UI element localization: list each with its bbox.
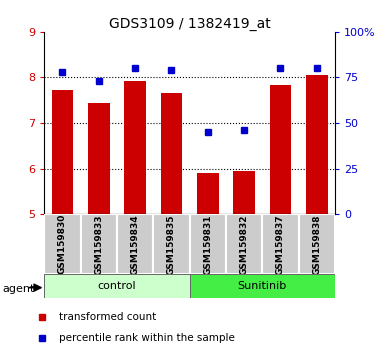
Bar bbox=[124, 81, 146, 214]
Text: agent: agent bbox=[2, 284, 34, 293]
Bar bbox=[153, 214, 189, 274]
Text: GSM159835: GSM159835 bbox=[167, 214, 176, 274]
Title: GDS3109 / 1382419_at: GDS3109 / 1382419_at bbox=[109, 17, 271, 31]
Text: control: control bbox=[98, 281, 136, 291]
Bar bbox=[117, 214, 153, 274]
Bar bbox=[233, 171, 255, 214]
Text: GSM159833: GSM159833 bbox=[94, 214, 103, 274]
Text: Sunitinib: Sunitinib bbox=[238, 281, 287, 291]
Text: GSM159837: GSM159837 bbox=[276, 214, 285, 275]
Text: GSM159838: GSM159838 bbox=[312, 214, 321, 274]
Text: GSM159834: GSM159834 bbox=[131, 214, 140, 275]
Bar bbox=[80, 214, 117, 274]
Bar bbox=[44, 274, 190, 298]
Bar bbox=[161, 93, 182, 214]
Text: percentile rank within the sample: percentile rank within the sample bbox=[59, 332, 234, 343]
Bar bbox=[226, 214, 262, 274]
Bar bbox=[190, 274, 335, 298]
Text: transformed count: transformed count bbox=[59, 312, 156, 322]
Bar bbox=[44, 214, 80, 274]
Bar bbox=[52, 90, 73, 214]
Text: GSM159831: GSM159831 bbox=[203, 214, 212, 274]
Bar bbox=[299, 214, 335, 274]
Bar bbox=[270, 85, 291, 214]
Bar bbox=[262, 214, 299, 274]
Bar bbox=[197, 173, 219, 214]
Bar bbox=[190, 214, 226, 274]
Text: GSM159832: GSM159832 bbox=[239, 214, 249, 274]
Bar bbox=[88, 103, 110, 214]
Bar bbox=[306, 75, 328, 214]
Text: GSM159830: GSM159830 bbox=[58, 214, 67, 274]
